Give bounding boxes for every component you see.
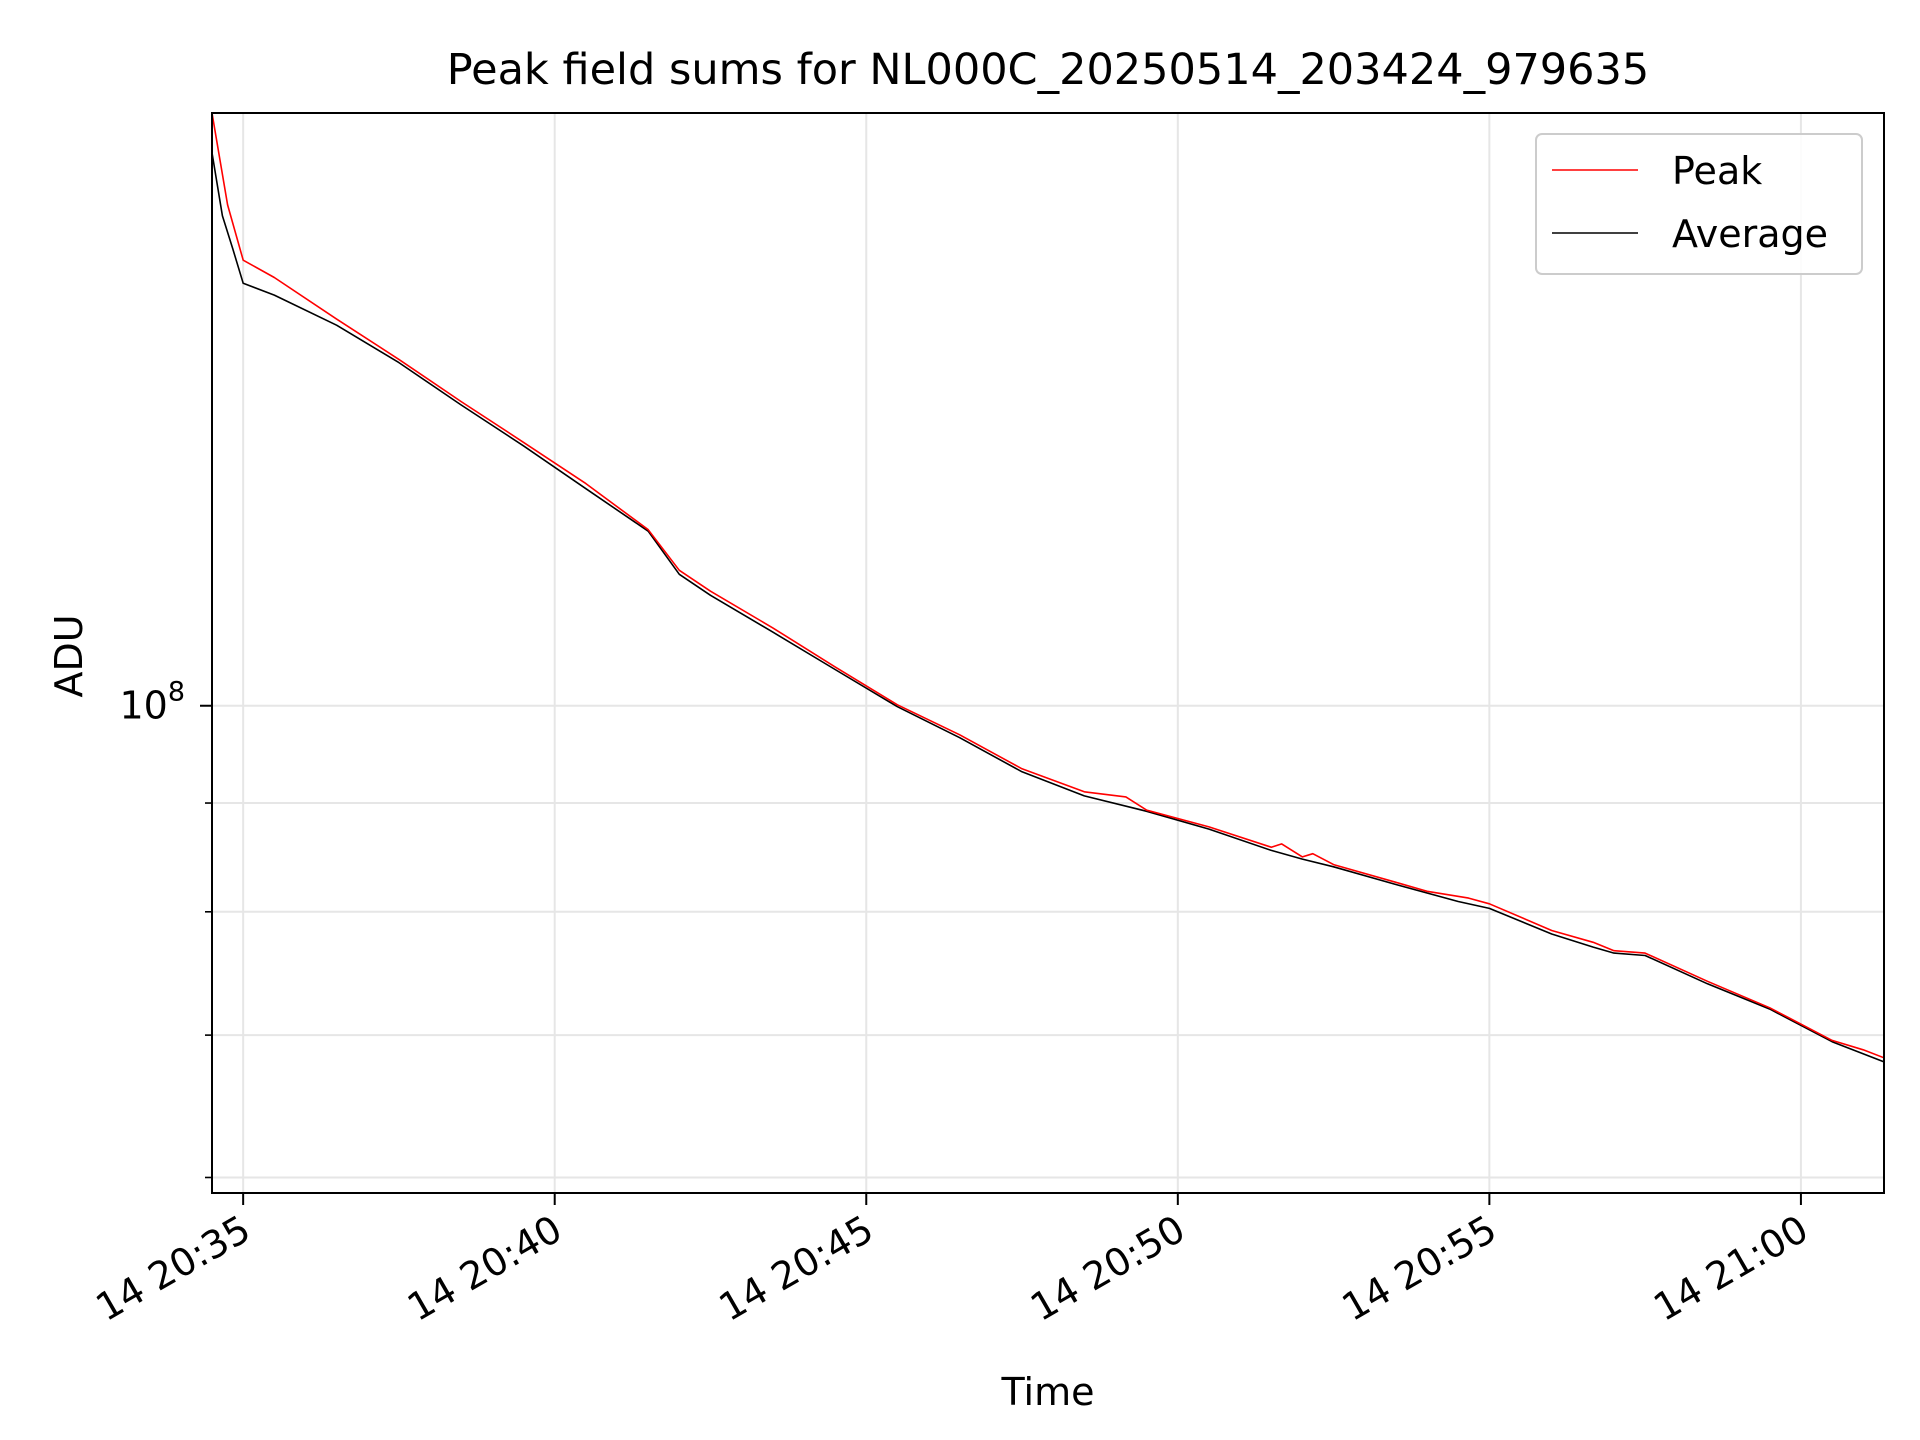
- x-tick-label: 14 20:35: [88, 1207, 257, 1330]
- axis-ticks: 14 20:35 14 20:40 14 20:45 14 20:50 14 20:55…: [88, 704, 1815, 1330]
- x-tick-label: 14 21:00: [1646, 1207, 1815, 1330]
- x-tick-label: 14 20:45: [712, 1207, 881, 1330]
- legend: Peak Average: [1535, 133, 1863, 275]
- y-tick-label-major: 108: [119, 677, 185, 728]
- x-tick-label: 14 20:55: [1335, 1207, 1504, 1330]
- series-line-peak: [212, 113, 1884, 1059]
- x-axis-label: Time: [1001, 1370, 1095, 1414]
- series-lines: [212, 113, 1884, 1063]
- x-tick-label: 14 20:50: [1023, 1207, 1192, 1330]
- x-tick-label: 14 20:40: [400, 1207, 569, 1330]
- plot-area-frame: [211, 112, 1885, 1194]
- y-axis-label: ADU: [47, 614, 91, 697]
- grid-lines: [212, 113, 1884, 1193]
- legend-label-peak: Peak: [1672, 149, 1762, 193]
- legend-label-average: Average: [1672, 212, 1828, 256]
- legend-box: [1535, 133, 1863, 275]
- y-tick-exponent: 8: [168, 677, 185, 708]
- series-line-average: [212, 152, 1884, 1063]
- y-tick-base: 10: [119, 684, 167, 728]
- chart-title: Peak field sums for NL000C_20250514_2034…: [447, 45, 1650, 95]
